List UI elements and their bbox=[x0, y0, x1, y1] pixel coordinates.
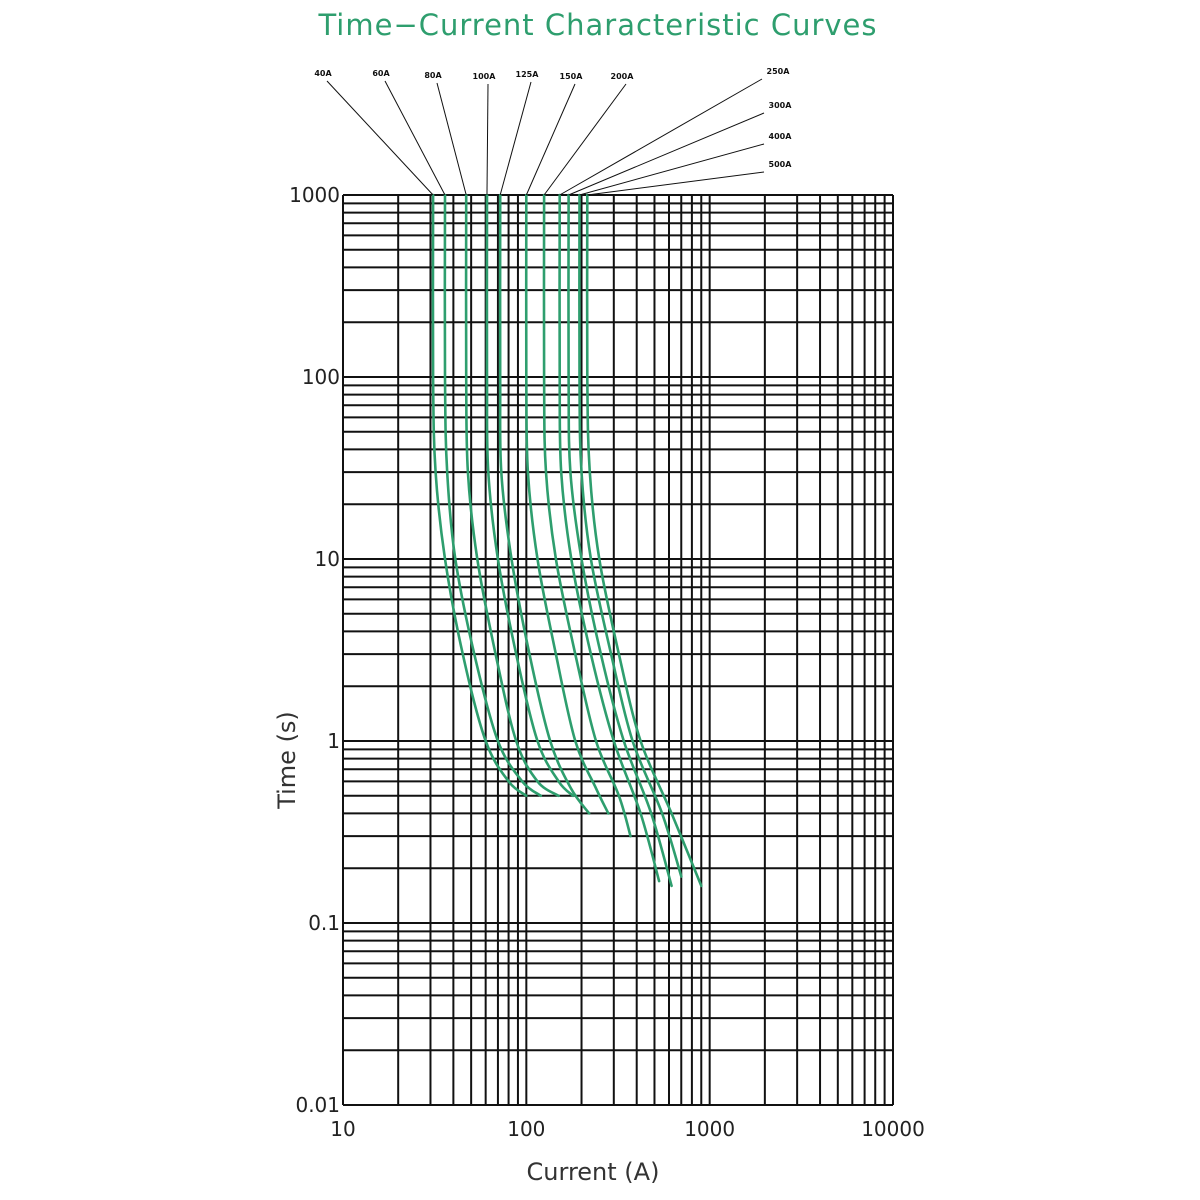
y-tick-label: 10 bbox=[315, 547, 340, 571]
rating-label-80A: 80A bbox=[424, 71, 442, 80]
plot-curves bbox=[431, 193, 703, 888]
curve-80A bbox=[464, 193, 560, 798]
leader-line-40A bbox=[326, 80, 434, 196]
rating-label-200A: 200A bbox=[611, 72, 635, 81]
leader-line-400A bbox=[579, 143, 765, 196]
curve-125A bbox=[498, 193, 591, 815]
leader-line-300A bbox=[568, 112, 765, 196]
curve-40A bbox=[431, 193, 528, 798]
y-axis-label: Time (s) bbox=[273, 711, 301, 810]
rating-label-100A: 100A bbox=[473, 72, 497, 81]
rating-label-150A: 150A bbox=[560, 72, 584, 81]
leader-line-200A bbox=[543, 83, 627, 196]
leader-line-125A bbox=[499, 81, 532, 196]
curve-500A bbox=[585, 193, 703, 888]
rating-label-125A: 125A bbox=[516, 70, 540, 79]
rating-label-500A: 500A bbox=[769, 160, 793, 169]
curve-300A bbox=[567, 193, 673, 888]
curve-200A bbox=[542, 193, 632, 838]
curve-100A bbox=[485, 193, 575, 798]
x-tick-label: 100 bbox=[507, 1117, 545, 1141]
y-tick-label: 1000 bbox=[289, 183, 340, 207]
y-tick-label: 100 bbox=[302, 365, 340, 389]
curve-400A bbox=[578, 193, 683, 878]
x-axis-label: Current (A) bbox=[527, 1158, 660, 1186]
rating-label-60A: 60A bbox=[372, 69, 390, 78]
leader-line-80A bbox=[436, 82, 467, 196]
rating-label-250A: 250A bbox=[767, 67, 791, 76]
curve-60A bbox=[443, 193, 543, 798]
rating-label-400A: 400A bbox=[769, 132, 793, 141]
leader-line-100A bbox=[486, 83, 489, 196]
y-tick-label: 0.1 bbox=[308, 911, 340, 935]
curve-150A bbox=[524, 193, 610, 815]
x-tick-label: 10 bbox=[330, 1117, 355, 1141]
axis-ticks: 10 100 1000 10000 1000 100 10 1 0.1 0.01 bbox=[289, 183, 925, 1141]
y-tick-label: 0.01 bbox=[295, 1093, 340, 1117]
rating-label-40A: 40A bbox=[314, 69, 332, 78]
rating-label-300A: 300A bbox=[769, 101, 793, 110]
leader-line-500A bbox=[587, 171, 765, 196]
curve-250A bbox=[558, 193, 661, 883]
leader-line-250A bbox=[559, 78, 763, 196]
x-tick-label: 10000 bbox=[861, 1117, 925, 1141]
rating-leaders: 40A 60A 80A 100A 125A 150A 200A 250A 300A 400A 500… bbox=[314, 67, 793, 196]
chart-title: Time−Current Characteristic Curves bbox=[317, 8, 877, 42]
leader-line-60A bbox=[384, 80, 446, 196]
x-tick-label: 1000 bbox=[684, 1117, 735, 1141]
y-tick-label: 1 bbox=[327, 729, 340, 753]
leader-line-150A bbox=[525, 83, 576, 196]
